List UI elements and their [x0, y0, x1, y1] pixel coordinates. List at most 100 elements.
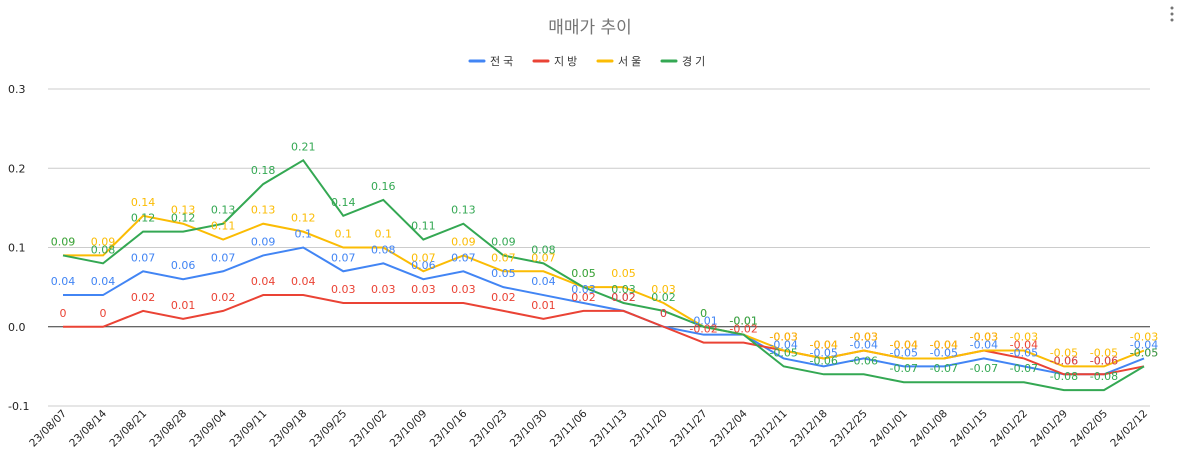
- x-tick-label: 23/11/13: [588, 408, 630, 450]
- data-label: 0.03: [451, 283, 476, 296]
- data-label: -0.04: [890, 338, 918, 351]
- data-label: 0.16: [371, 180, 396, 193]
- x-tick-label: 24/02/12: [1108, 408, 1150, 450]
- data-label: -0.01: [729, 315, 757, 328]
- data-label: 0: [700, 307, 707, 320]
- data-label: -0.03: [1010, 331, 1038, 344]
- data-label: 0.14: [331, 196, 356, 209]
- data-label: 0.09: [91, 235, 116, 248]
- data-label: 0.03: [331, 283, 356, 296]
- data-label: -0.04: [1010, 338, 1038, 351]
- data-label: -0.05: [1050, 346, 1078, 359]
- data-label: -0.05: [1090, 346, 1118, 359]
- data-label: -0.04: [1130, 338, 1158, 351]
- data-label: 0.02: [611, 291, 636, 304]
- x-tick-label: 23/09/18: [268, 408, 310, 450]
- data-label: 0.05: [571, 267, 596, 280]
- y-tick-label: 0.3: [8, 83, 26, 96]
- data-label: 0.11: [211, 220, 236, 233]
- data-label: -0.03: [769, 331, 797, 344]
- data-label: -0.03: [970, 331, 998, 344]
- data-label: -0.05: [769, 346, 797, 359]
- data-label: 0.02: [211, 291, 236, 304]
- x-tick-label: 24/01/15: [948, 408, 990, 450]
- x-tick-label: 24/01/22: [988, 408, 1030, 450]
- data-label: 0.05: [491, 267, 516, 280]
- x-tick-label: 23/11/27: [668, 408, 710, 450]
- data-label: -0.08: [1090, 370, 1118, 383]
- data-label: 0.08: [531, 243, 556, 256]
- data-label: 0.07: [131, 251, 156, 264]
- x-tick-label: 23/11/06: [548, 407, 590, 449]
- data-label: 0.09: [51, 235, 76, 248]
- data-label: 0.04: [251, 275, 276, 288]
- data-label: -0.05: [1130, 346, 1158, 359]
- x-tick-label: 23/12/25: [828, 408, 870, 450]
- series-line: [63, 246, 1145, 376]
- data-label: -0.04: [850, 338, 878, 351]
- data-label: -0.01: [689, 315, 717, 328]
- data-label: -0.06: [809, 354, 837, 367]
- data-label: 0.04: [531, 275, 556, 288]
- data-label: -0.01: [729, 315, 757, 328]
- menu-icon[interactable]: [1170, 6, 1174, 22]
- data-label: -0.05: [1010, 346, 1038, 359]
- legend-label: 전국: [490, 55, 516, 68]
- data-label: -0.03: [769, 331, 797, 344]
- legend-label: 서울: [618, 55, 644, 68]
- data-label: -0.06: [1050, 354, 1078, 367]
- data-label: -0.02: [729, 323, 757, 336]
- data-label: -0.04: [970, 338, 998, 351]
- data-label: -0.06: [850, 354, 878, 367]
- data-label: 0.03: [411, 283, 436, 296]
- data-label: 0.02: [651, 291, 676, 304]
- data-label: 0.1: [294, 228, 312, 241]
- data-label: -0.04: [809, 338, 837, 351]
- x-tick-label: 23/12/04: [708, 407, 750, 449]
- data-label: 0.01: [531, 299, 556, 312]
- data-label: 0.03: [371, 283, 396, 296]
- data-label: 0.02: [491, 291, 516, 304]
- data-label: 0.07: [411, 251, 436, 264]
- data-label: 0.08: [371, 243, 396, 256]
- series-line: [63, 214, 1145, 368]
- data-label: -0.06: [1050, 354, 1078, 367]
- x-tick-label: 23/11/20: [628, 408, 670, 450]
- data-label: -0.03: [1130, 331, 1158, 344]
- data-label: 0.09: [491, 235, 516, 248]
- data-label: 0.12: [291, 212, 316, 225]
- data-label: 0.05: [571, 267, 596, 280]
- x-tick-label: 23/10/23: [468, 408, 510, 450]
- data-label: 0.1: [375, 228, 393, 241]
- data-label: 0.13: [171, 204, 196, 217]
- data-label: 0.01: [171, 299, 196, 312]
- data-label: -0.05: [809, 346, 837, 359]
- data-label: 0.08: [91, 243, 116, 256]
- data-label: -0.04: [769, 338, 797, 351]
- data-label: 0.02: [571, 291, 596, 304]
- x-tick-label: 23/09/11: [227, 408, 269, 450]
- data-label: 0.13: [251, 204, 276, 217]
- data-label: -0.07: [1010, 362, 1038, 375]
- data-label: 0.03: [651, 283, 676, 296]
- data-label: 0.03: [571, 283, 596, 296]
- x-tick-label: 23/10/30: [508, 408, 550, 450]
- data-label: 0.06: [411, 259, 436, 272]
- data-label: 0: [660, 307, 667, 320]
- data-label: 0.09: [51, 235, 76, 248]
- chart-title: 매매가 추이: [548, 18, 632, 38]
- data-label: 0.04: [91, 275, 116, 288]
- x-tick-label: 23/08/28: [147, 408, 189, 450]
- data-label: 0.02: [611, 291, 636, 304]
- x-tick-label: 23/09/25: [308, 408, 350, 450]
- data-label: 0.07: [331, 251, 356, 264]
- data-label: -0.07: [890, 362, 918, 375]
- data-label: -0.04: [809, 338, 837, 351]
- y-tick-label: 0.1: [8, 242, 26, 255]
- x-tick-label: 23/10/09: [388, 408, 430, 450]
- data-label: 0.09: [251, 235, 276, 248]
- x-tick-label: 24/02/05: [1068, 408, 1110, 450]
- legend-label: 경기: [682, 55, 708, 68]
- legend-label: 지방: [554, 55, 580, 68]
- data-label: -0.04: [890, 338, 918, 351]
